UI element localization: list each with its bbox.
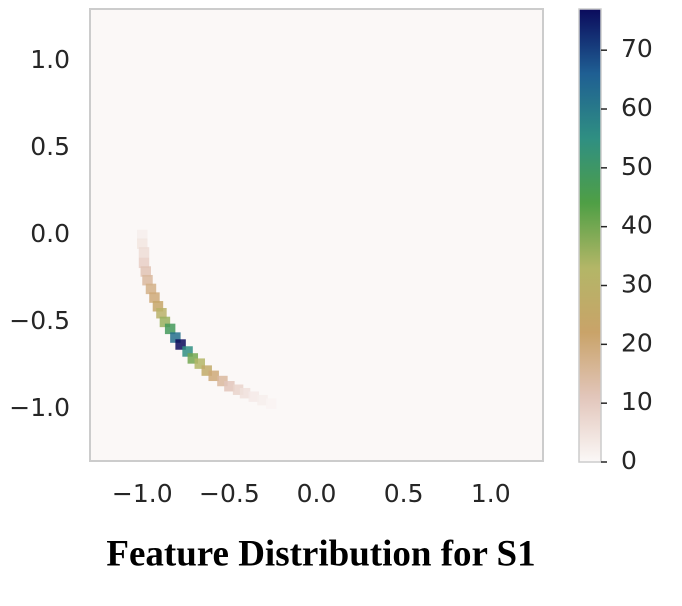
heat-cell — [265, 398, 277, 409]
colorbar-tick-label: 70 — [621, 34, 653, 63]
y-tick-label: 1.0 — [30, 45, 70, 74]
heat-cell — [156, 308, 167, 319]
heat-cell — [257, 394, 268, 406]
heat-cell — [232, 384, 244, 395]
heat-cell — [149, 292, 160, 303]
plot-area — [90, 9, 543, 461]
heat-cell — [224, 381, 235, 392]
colorbar — [578, 8, 602, 463]
colorbar-tick-label: 10 — [621, 387, 653, 416]
heat-cell — [201, 365, 212, 376]
x-tick-label: −1.0 — [112, 479, 173, 508]
heat-cell — [248, 391, 260, 402]
heat-cell — [137, 229, 148, 241]
colorbar-tick-label: 60 — [621, 93, 653, 122]
heat-cell — [137, 238, 148, 249]
heat-cell — [170, 332, 181, 343]
heat-cell — [142, 274, 153, 286]
x-tick-label: 0.0 — [297, 479, 337, 508]
heat-cell — [145, 283, 157, 295]
heat-cell — [208, 370, 219, 382]
heat-cell — [138, 257, 150, 269]
y-tick-label: −0.5 — [9, 306, 70, 335]
heat-cell — [164, 323, 176, 335]
heat-cell — [217, 375, 228, 387]
heat-cell — [182, 346, 193, 357]
colorbar-tick-label: 50 — [621, 152, 653, 181]
heat-cell — [140, 266, 151, 277]
heat-cell — [239, 387, 251, 399]
y-tick-label: 0.0 — [30, 219, 70, 248]
colorbar-tick-label: 0 — [621, 446, 637, 475]
heat-cell — [138, 247, 150, 258]
y-tick-label: 0.5 — [30, 132, 70, 161]
x-tick-label: 0.5 — [384, 479, 424, 508]
y-tick-label: −1.0 — [9, 393, 70, 422]
heat-cell — [194, 358, 205, 369]
heat-cell — [152, 301, 164, 312]
chart-title: Feature Distribution for S1 — [106, 533, 535, 574]
heat-cell — [175, 339, 186, 350]
heat-cell — [159, 316, 171, 328]
colorbar-tick-label: 20 — [621, 328, 653, 357]
x-tick-label: 1.0 — [471, 479, 511, 508]
colorbar-tick-label: 30 — [621, 270, 653, 299]
colorbar-tick-label: 40 — [621, 211, 653, 240]
x-tick-label: −0.5 — [199, 479, 260, 508]
plot-frame — [89, 8, 544, 462]
heat-cell — [187, 353, 199, 364]
